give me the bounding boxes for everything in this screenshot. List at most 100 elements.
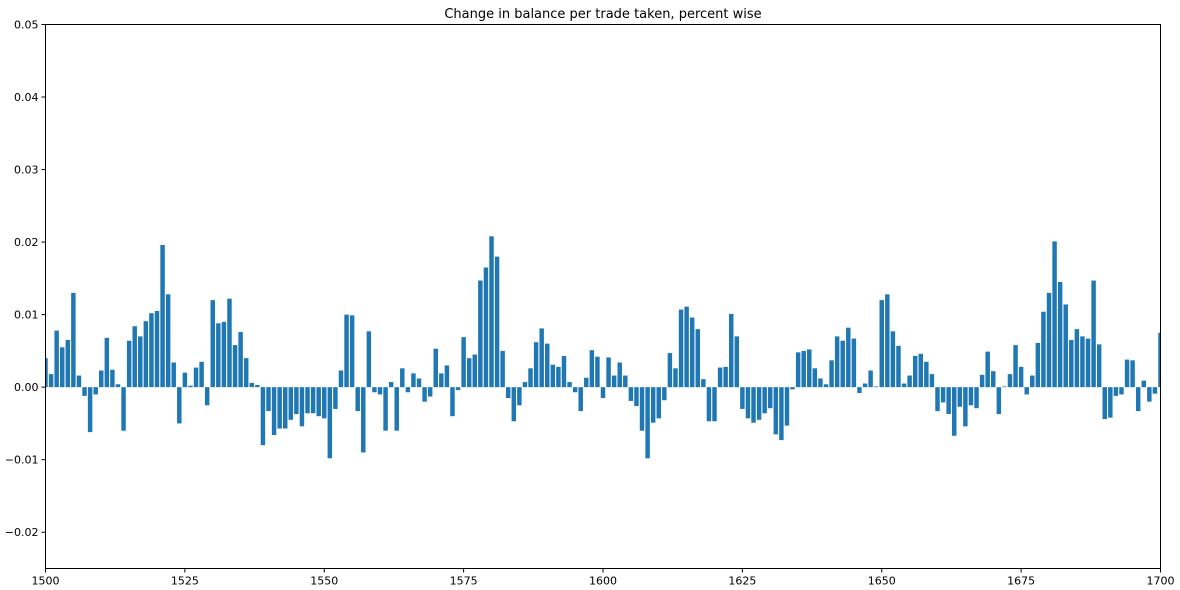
bar — [388, 382, 394, 388]
bar — [656, 387, 661, 419]
bar — [1108, 387, 1113, 418]
bar — [160, 245, 165, 388]
bar — [249, 382, 255, 388]
bar — [344, 314, 349, 388]
y-tick-label: 0.02 — [14, 236, 39, 249]
bar — [310, 387, 316, 414]
bar — [600, 387, 606, 399]
x-tick-label: 1500 — [32, 575, 60, 588]
bar — [71, 292, 76, 388]
bar — [1080, 336, 1085, 388]
bar — [361, 387, 366, 453]
bar — [818, 378, 823, 388]
bar — [45, 358, 48, 388]
bar — [126, 340, 132, 388]
bar — [1158, 332, 1161, 388]
bar — [885, 294, 890, 388]
bar — [165, 294, 171, 388]
bar — [611, 375, 617, 388]
bar — [662, 387, 667, 401]
bar — [243, 358, 249, 388]
bar — [377, 387, 383, 395]
bar — [511, 387, 517, 422]
bar — [879, 300, 884, 388]
bar — [221, 321, 227, 388]
bar — [829, 360, 834, 388]
bar — [912, 355, 918, 388]
bar — [255, 384, 260, 388]
bar — [857, 387, 862, 393]
bar — [132, 326, 137, 388]
bar — [896, 345, 901, 388]
bar — [533, 342, 539, 388]
bar — [985, 351, 990, 388]
bar — [935, 387, 940, 412]
bar — [890, 331, 896, 388]
bar — [606, 357, 611, 388]
bar — [383, 387, 388, 431]
bar — [957, 387, 963, 407]
bar — [333, 387, 338, 409]
bar — [439, 373, 444, 388]
x-axis: 1500 1525 1550 1575 1600 1625 1650 1675 1700 — [32, 568, 1175, 588]
bar — [500, 350, 505, 388]
bar — [689, 317, 695, 388]
bar — [99, 370, 104, 388]
bar — [634, 387, 639, 407]
bar — [1119, 387, 1124, 395]
bar — [277, 387, 282, 429]
bar — [149, 313, 154, 388]
bar — [1024, 387, 1029, 395]
bar — [1074, 329, 1080, 388]
bar — [210, 300, 215, 388]
bar — [433, 348, 438, 388]
bar — [790, 387, 795, 390]
bar — [1147, 387, 1152, 402]
bar — [466, 358, 472, 388]
bar — [1124, 359, 1130, 388]
bar — [48, 374, 54, 388]
bar — [1057, 281, 1063, 388]
bar-series — [45, 236, 1161, 459]
y-tick-label: 0.05 — [14, 19, 39, 32]
bar — [232, 345, 238, 388]
bar — [1002, 386, 1007, 388]
bar — [673, 368, 678, 388]
bar — [572, 387, 578, 393]
bar — [282, 387, 288, 429]
bar — [349, 315, 355, 388]
bar — [489, 236, 494, 388]
y-tick-label: 0.04 — [14, 91, 39, 104]
plot-frame — [45, 24, 1161, 569]
bar — [1102, 387, 1107, 420]
bar — [143, 321, 149, 388]
bar — [768, 387, 773, 409]
bar — [918, 353, 924, 388]
bar — [372, 387, 377, 393]
bar — [701, 379, 706, 388]
bar — [193, 367, 199, 388]
bar — [862, 383, 868, 388]
bar — [801, 350, 806, 388]
bar — [907, 375, 912, 388]
bar — [1030, 375, 1035, 388]
bar — [823, 384, 829, 388]
bar — [204, 387, 210, 406]
bar — [472, 354, 478, 388]
bar — [1013, 345, 1018, 388]
chart-title: Change in balance per trade taken, perce… — [444, 7, 761, 22]
bar — [578, 387, 583, 412]
bar — [427, 387, 433, 397]
bar — [617, 362, 622, 388]
y-tick-label: 0.01 — [14, 309, 39, 322]
bar — [65, 340, 71, 388]
bar — [294, 387, 299, 415]
bar — [394, 387, 399, 431]
bar — [1041, 311, 1046, 388]
bar — [1113, 387, 1119, 396]
bar — [305, 387, 310, 414]
bar — [584, 377, 589, 388]
bar — [639, 387, 645, 431]
